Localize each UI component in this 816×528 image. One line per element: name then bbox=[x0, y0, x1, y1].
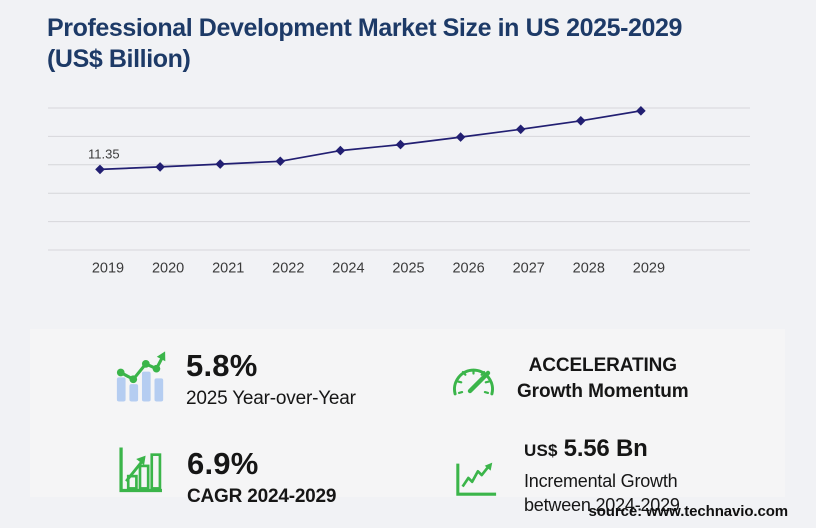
speedometer-icon bbox=[453, 368, 494, 396]
incremental-label-line1: Incremental Growth bbox=[524, 471, 678, 491]
bar-growth-icon bbox=[119, 447, 162, 493]
data-point-2021 bbox=[215, 159, 225, 169]
market-size-line-chart: 2019 2020 2021 2022 2024 2025 2026 2027 2028 2029… bbox=[48, 106, 750, 277]
stats-panel: 5.8% 2025 Year-over-Year ACCELERATING Gr… bbox=[30, 329, 785, 515]
page-title: Professional Development Market Size in … bbox=[47, 14, 683, 73]
data-point-2028 bbox=[576, 115, 586, 126]
data-point-2019 bbox=[95, 164, 105, 175]
market-size-line bbox=[99, 109, 642, 171]
stat-yoy-growth: 5.8% 2025 Year-over-Year bbox=[114, 345, 356, 410]
data-label-2019: 11.35 bbox=[88, 146, 120, 161]
incremental-amount: 5.56 Bn bbox=[563, 435, 648, 462]
data-point-2029 bbox=[636, 106, 646, 116]
momentum-line2: Growth Momentum bbox=[517, 380, 689, 402]
x-axis-label-2026: 2026 bbox=[452, 261, 484, 277]
data-point-2027 bbox=[515, 124, 526, 135]
cagr-label: CAGR 2024-2029 bbox=[187, 486, 337, 507]
cagr-value: 6.9% bbox=[187, 446, 259, 481]
stat-incremental-growth: US$ 5.56 Bn Incremental Growth between 2… bbox=[454, 435, 680, 517]
line-growth-icon bbox=[456, 462, 497, 496]
x-axis-label-2027: 2027 bbox=[513, 261, 545, 277]
x-axis-label-2028: 2028 bbox=[573, 261, 605, 277]
stat-growth-momentum: ACCELERATING Growth Momentum bbox=[450, 353, 689, 404]
incremental-currency: US$ bbox=[524, 441, 558, 460]
incremental-value: US$ 5.56 Bn bbox=[524, 435, 680, 463]
x-axis-label-2020: 2020 bbox=[152, 261, 184, 277]
data-point-2020 bbox=[155, 162, 165, 172]
x-axis-label-2024: 2024 bbox=[332, 261, 364, 277]
data-point-2022 bbox=[275, 156, 286, 167]
data-point-2025 bbox=[395, 139, 406, 150]
trend-bars-icon bbox=[116, 351, 166, 402]
x-axis-label-2025: 2025 bbox=[392, 261, 424, 277]
x-axis-label-2022: 2022 bbox=[272, 261, 304, 277]
stat-cagr: 6.9% CAGR 2024-2029 bbox=[118, 446, 336, 508]
x-axis-label-2029: 2029 bbox=[633, 261, 665, 277]
x-axis-label-2021: 2021 bbox=[212, 261, 244, 277]
data-point-2024 bbox=[335, 145, 346, 156]
x-axis-label-2019: 2019 bbox=[92, 261, 124, 277]
source-credit: source: www.technavio.com bbox=[588, 503, 789, 520]
data-point-2026 bbox=[455, 132, 466, 142]
momentum-line1: ACCELERATING bbox=[528, 355, 677, 376]
yoy-label: 2025 Year-over-Year bbox=[186, 388, 356, 409]
incremental-label-line2: between 2024-2029 bbox=[524, 494, 680, 515]
yoy-value: 5.8% bbox=[186, 348, 258, 383]
